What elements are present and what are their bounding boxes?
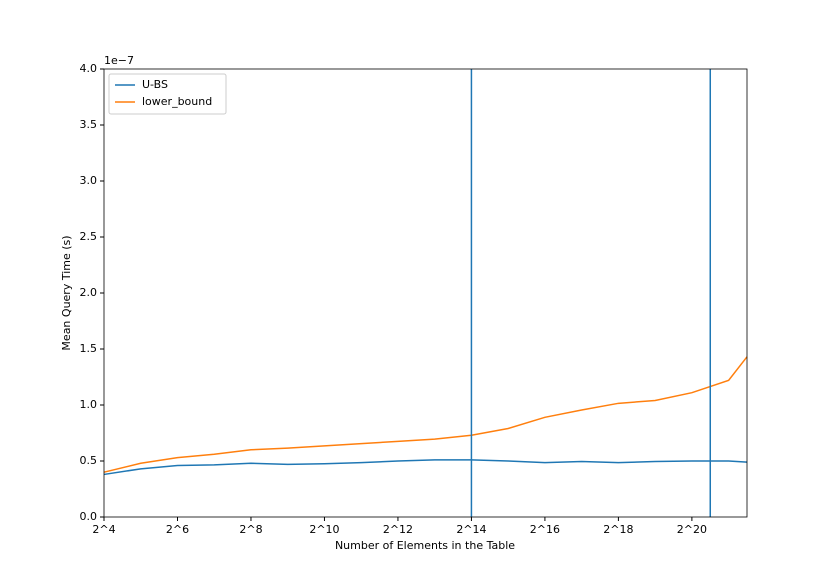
legend-box — [108, 73, 227, 115]
y-tick-label: 2.0 — [80, 286, 98, 299]
x-axis-label: Number of Elements in the Table — [335, 539, 515, 552]
y-tick-label: 2.5 — [80, 230, 98, 243]
x-tick-label: 2^12 — [383, 523, 413, 536]
x-tick-label: 2^20 — [677, 523, 707, 536]
legend-label: lower_bound — [142, 95, 212, 108]
line — [103, 356, 748, 473]
x-tick-label: 2^14 — [456, 523, 486, 536]
plot-frame — [103, 68, 748, 518]
x-tick-label: 2^6 — [166, 523, 189, 536]
x-tick-label: 2^16 — [530, 523, 560, 536]
y-tick-label: 0.0 — [80, 510, 98, 523]
x-tick-label: 2^10 — [309, 523, 339, 536]
y-offset-label: 1e−7 — [104, 54, 134, 67]
y-tick-label: 1.0 — [80, 398, 98, 411]
y-axis-label: Mean Query Time (s) — [60, 235, 73, 350]
y-tick-label: 3.5 — [80, 118, 98, 131]
y-tick-label: 0.5 — [80, 454, 98, 467]
y-tick-label: 1.5 — [80, 342, 98, 355]
y-tick-label: 4.0 — [80, 62, 98, 75]
line — [103, 459, 748, 476]
x-tick-label: 2^4 — [92, 523, 115, 536]
legend-label: U-BS — [142, 78, 168, 91]
y-tick-label: 3.0 — [80, 174, 98, 187]
x-tick-label: 2^18 — [603, 523, 633, 536]
x-tick-label: 2^8 — [239, 523, 262, 536]
